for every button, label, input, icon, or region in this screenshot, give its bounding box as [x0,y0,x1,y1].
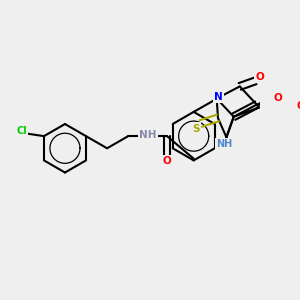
Text: O: O [297,101,300,111]
Text: O: O [163,156,171,167]
Text: O: O [274,93,282,103]
Text: NH: NH [217,139,233,149]
Text: S: S [192,124,199,134]
Text: Cl: Cl [16,126,27,136]
Text: O: O [255,71,264,82]
Text: N: N [214,92,223,102]
Text: NH: NH [140,130,157,140]
